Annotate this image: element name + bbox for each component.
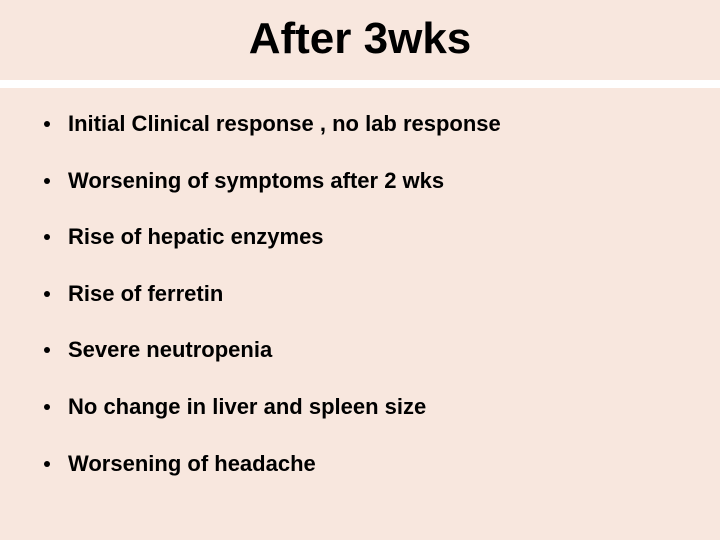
list-item: Initial Clinical response , no lab respo… — [44, 110, 700, 139]
title-bar: After 3wks — [0, 0, 720, 80]
list-item: Rise of hepatic enzymes — [44, 223, 700, 252]
list-item: Worsening of headache — [44, 450, 700, 479]
list-item: No change in liver and spleen size — [44, 393, 700, 422]
content-area: Initial Clinical response , no lab respo… — [0, 88, 720, 540]
divider — [0, 80, 720, 88]
slide-title: After 3wks — [0, 14, 720, 64]
bullet-text: Initial Clinical response , no lab respo… — [68, 110, 700, 139]
bullet-text: No change in liver and spleen size — [68, 393, 700, 422]
bullet-list: Initial Clinical response , no lab respo… — [44, 110, 700, 478]
bullet-icon — [44, 461, 50, 467]
list-item: Rise of ferretin — [44, 280, 700, 309]
bullet-text: Rise of ferretin — [68, 280, 700, 309]
bullet-text: Severe neutropenia — [68, 336, 700, 365]
bullet-text: Rise of hepatic enzymes — [68, 223, 700, 252]
bullet-icon — [44, 178, 50, 184]
list-item: Worsening of symptoms after 2 wks — [44, 167, 700, 196]
list-item: Severe neutropenia — [44, 336, 700, 365]
bullet-text: Worsening of symptoms after 2 wks — [68, 167, 700, 196]
bullet-icon — [44, 404, 50, 410]
bullet-icon — [44, 291, 50, 297]
bullet-icon — [44, 121, 50, 127]
bullet-icon — [44, 234, 50, 240]
bullet-icon — [44, 347, 50, 353]
bullet-text: Worsening of headache — [68, 450, 700, 479]
